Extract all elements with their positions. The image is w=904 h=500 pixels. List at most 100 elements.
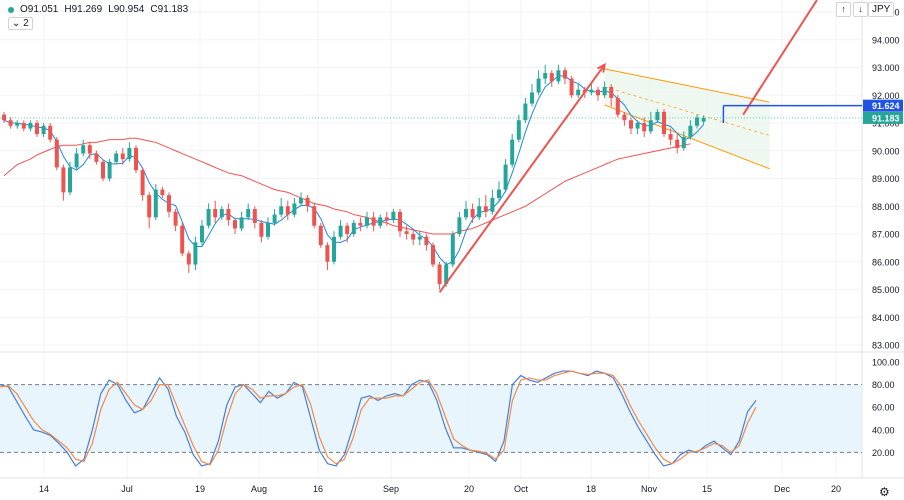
candle-body: [444, 264, 449, 284]
candle-body: [516, 120, 521, 140]
candle-body: [398, 211, 402, 232]
gear-icon[interactable]: ⚙: [879, 485, 890, 499]
candle-body: [530, 92, 534, 104]
channel-mid-line: [604, 86, 770, 136]
ohlc-high: H91.269: [64, 4, 103, 15]
candle-body: [101, 161, 105, 179]
candle-body: [279, 206, 284, 215]
ohlc-close: C91.183: [150, 4, 189, 15]
candle-body: [523, 103, 528, 121]
candle-body: [688, 125, 693, 137]
candle-body: [411, 234, 416, 240]
time-axis-tick-label: 18: [586, 484, 596, 494]
scroll-down-button[interactable]: ↓: [853, 2, 868, 17]
candle-body: [259, 222, 264, 237]
candle-body: [589, 89, 594, 93]
candle-body: [510, 139, 515, 165]
candle-body: [701, 118, 706, 122]
scroll-buttons: ↑ ↓: [836, 2, 868, 17]
price-axis-tick-label: 90.000: [872, 146, 900, 156]
candle-body: [127, 147, 132, 160]
time-axis-tick-label: Aug: [251, 484, 267, 494]
candle-body: [378, 217, 383, 226]
candle-body: [167, 195, 171, 212]
candle-body: [206, 209, 211, 226]
candle-body: [107, 161, 112, 179]
candle-body: [629, 120, 633, 129]
price-axis-tick-label: 93.000: [872, 63, 900, 73]
indicator-count: 2: [23, 18, 29, 29]
candle-body: [233, 220, 237, 229]
price-axis-tick-label: 92.000: [872, 91, 900, 101]
candle-body: [457, 217, 462, 234]
time-axis-tick-label: 20: [464, 484, 474, 494]
stoch-d-line: [0, 370, 757, 466]
candle-body: [94, 153, 99, 162]
price-axis-tick-label: 87.000: [872, 230, 900, 240]
price-axis-tick-label: 88.000: [872, 202, 900, 212]
candle-body: [160, 189, 165, 196]
candle-body: [299, 197, 303, 204]
stoch-band: [0, 384, 862, 453]
candle-body: [87, 145, 92, 154]
candle-body: [668, 134, 673, 140]
candle-body: [622, 114, 627, 121]
price-label-box: [863, 111, 903, 124]
candle-body: [609, 86, 614, 99]
candle-body: [239, 217, 244, 229]
price-label-text: 91.624: [872, 101, 900, 111]
stoch-axis-tick-label: 80.00: [872, 380, 895, 390]
candle-body: [477, 206, 482, 218]
candle-body: [437, 264, 442, 284]
candle-body: [576, 89, 581, 96]
candle-body: [48, 125, 53, 140]
candle-body: [41, 125, 46, 135]
time-axis-tick-label: 16: [313, 484, 323, 494]
time-axis-tick-label: 19: [195, 484, 205, 494]
breakout-arrow-line: [742, 0, 818, 116]
channel-fill: [604, 68, 770, 169]
candle-body: [2, 114, 6, 121]
candle-body: [28, 123, 33, 129]
candle-body: [305, 197, 310, 207]
candle-body: [285, 206, 290, 215]
candle-body: [543, 73, 548, 79]
candle-body: [252, 209, 257, 223]
candle-body: [272, 214, 277, 223]
candle-body: [246, 209, 251, 218]
candle-body: [193, 242, 198, 265]
candle-body: [536, 78, 541, 93]
time-axis-tick-label: Sep: [383, 484, 399, 494]
slow-moving-average-line: [3, 137, 691, 235]
stoch-axis-tick-label: 40.00: [872, 425, 895, 435]
candle-body: [345, 225, 350, 234]
currency-label: JPY: [872, 4, 891, 15]
candle-body: [61, 167, 66, 193]
candle-body: [681, 136, 686, 148]
candle-body: [312, 206, 317, 226]
candle-body: [549, 73, 554, 82]
collapse-icon: ⌄: [12, 18, 21, 29]
candle-body: [21, 123, 26, 129]
candle-body: [81, 145, 86, 154]
candle-body: [292, 203, 297, 215]
candle-body: [173, 211, 178, 226]
price-axis-tick-label: 94.000: [872, 35, 900, 45]
candle-body: [424, 236, 429, 246]
candle-body: [332, 236, 336, 262]
candle-body: [186, 253, 191, 265]
time-axis-tick-label: 14: [39, 484, 49, 494]
candle-body: [556, 70, 561, 82]
price-axis-tick-label: 85.000: [872, 285, 900, 295]
stoch-k-line: [0, 370, 757, 467]
indicator-count-badge[interactable]: ⌄ 2: [8, 17, 33, 30]
candle-body: [358, 222, 363, 226]
scroll-up-button[interactable]: ↑: [836, 2, 851, 17]
candle-body: [54, 139, 59, 168]
candle-body: [391, 211, 396, 221]
candle-body: [635, 123, 640, 129]
candle-body: [503, 164, 508, 190]
candle-body: [404, 231, 409, 234]
currency-button[interactable]: JPY: [868, 2, 895, 17]
